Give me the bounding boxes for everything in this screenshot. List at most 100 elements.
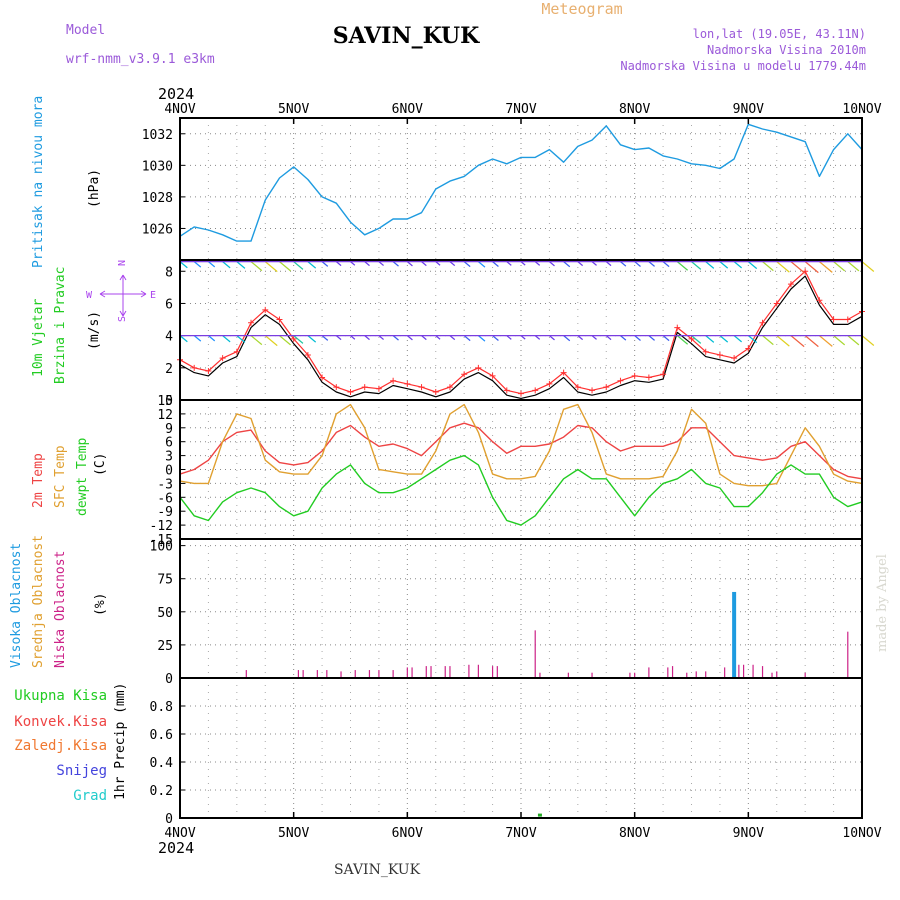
pressure-ylabel: Pritisak na nivou mora — [31, 96, 46, 268]
wind-barb — [193, 335, 202, 342]
y-tick-label: 2 — [165, 362, 173, 377]
wind-speed-marker — [319, 374, 326, 381]
precip-legend-total: Ukupna Kisa — [14, 688, 107, 704]
y-tick-label: 9 — [165, 422, 173, 437]
wind-barb — [861, 335, 875, 346]
wind-speed-marker — [518, 390, 524, 397]
elevation-label: Nadmorska Visina 2010m — [707, 43, 866, 57]
wind-barb — [421, 335, 427, 341]
year-bottom: 2024 — [158, 839, 194, 857]
wind-barb — [406, 261, 413, 267]
y-tick-label: 75 — [157, 573, 173, 588]
y-tick-label: -12 — [150, 519, 173, 534]
wind-barb — [364, 335, 370, 341]
wind-barb — [705, 335, 715, 343]
wind-barb — [250, 261, 263, 272]
wind-barb — [620, 335, 627, 341]
y-tick-label: 0 — [165, 464, 173, 479]
wind-barb — [222, 261, 231, 269]
wind-barb — [747, 261, 758, 270]
y-tick-label: 1030 — [142, 159, 173, 174]
wind-speed-marker — [773, 300, 780, 307]
wind-barb — [293, 261, 304, 270]
wind-speed-marker — [404, 380, 411, 387]
wind-barb — [762, 335, 774, 346]
temp-sfc-line — [179, 403, 863, 487]
wind-barb — [208, 335, 216, 342]
wind-barb — [804, 261, 819, 274]
wind-barb — [264, 335, 278, 347]
pressure-ylabels: Pritisak na nivou mora (hPa) — [31, 96, 102, 268]
wind-barb — [563, 335, 571, 342]
wind-barb — [719, 335, 729, 343]
wind-speed-marker — [361, 384, 368, 391]
y-tick-label: 8 — [165, 265, 173, 280]
wind-speed-marker — [418, 384, 425, 391]
wind-speed-marker — [248, 319, 255, 326]
x-tick-label-bottom: 8NOV — [619, 826, 650, 841]
wind-barb — [776, 261, 790, 273]
y-tick-label: 1032 — [142, 128, 173, 143]
wind-speed-marker — [304, 351, 311, 358]
wind-barb — [534, 335, 541, 340]
wind-barb — [179, 335, 188, 343]
precip-legend-frz: Zaledj.Kisa — [14, 738, 107, 754]
model-name: wrf-nmm_v3.9.1 e3km — [66, 52, 215, 67]
wind-barb — [350, 335, 356, 340]
wind-speed-marker — [262, 306, 269, 313]
y-tick-label: 1026 — [142, 222, 173, 237]
precip-legend-snow: Snijeg — [56, 763, 107, 779]
y-tick-label: 0.6 — [150, 728, 173, 743]
cloud-ylabel-3: Niska Oblacnost — [53, 551, 68, 668]
y-tick-label: 1028 — [142, 191, 173, 206]
temp-dewpoint-line — [179, 454, 863, 526]
compass-s: S — [117, 316, 128, 322]
temp-ylabels: 2m Temp SFC Temp dewpt Temp (C) — [31, 438, 108, 516]
wind-speed-marker — [702, 348, 709, 355]
wind-barb — [634, 335, 641, 341]
y-tick-label: 0.2 — [150, 784, 173, 799]
temp-unit: (C) — [93, 453, 108, 476]
wind-barb — [762, 261, 774, 272]
wind-barb — [392, 261, 399, 267]
wind-speed-marker — [290, 335, 297, 342]
temp-2m-line — [179, 422, 863, 480]
precip-legend-hail: Grad — [73, 788, 107, 804]
wind-barb — [179, 261, 188, 269]
wind-barb — [549, 261, 555, 267]
wind-speed-marker — [475, 364, 482, 371]
wind-barb — [691, 261, 702, 270]
wind-barb — [691, 335, 702, 344]
wind-barb — [435, 335, 441, 340]
x-tick-label-top: 4NOV — [164, 102, 195, 117]
wind-barb — [477, 261, 486, 268]
wind-speed-marker — [532, 387, 539, 394]
wind-speed-marker — [489, 372, 496, 379]
compass-w: W — [86, 290, 93, 301]
y-tick-label: 0 — [165, 394, 173, 409]
wind-barb — [307, 335, 317, 343]
wind-barb — [676, 261, 689, 271]
wind-barb — [591, 261, 597, 266]
wind-barb — [549, 335, 555, 341]
y-tick-label: 100 — [150, 540, 173, 555]
y-tick-label: 0 — [165, 812, 173, 827]
wind-barb — [264, 261, 278, 273]
wind-barb — [733, 261, 743, 269]
wind-speed-marker — [191, 364, 198, 371]
wind-barb — [833, 335, 846, 346]
y-tick-label: -15 — [150, 533, 173, 548]
compass-e: E — [150, 290, 156, 301]
wind-barb — [648, 261, 655, 267]
wind-speed-marker — [745, 345, 752, 352]
meteogram-label: Meteogram — [541, 0, 622, 18]
y-tick-label: 0.4 — [150, 756, 174, 771]
model-label: Model — [66, 23, 105, 38]
pressure-unit: (hPa) — [87, 169, 102, 208]
wind-speed-marker — [333, 384, 340, 391]
temp-ylabel-2: SFC Temp — [53, 445, 68, 508]
x-tick-label-top: 9NOV — [733, 102, 764, 117]
wind-barb — [321, 335, 329, 341]
wind-speed-marker — [631, 372, 638, 379]
wind-barb — [492, 335, 499, 341]
